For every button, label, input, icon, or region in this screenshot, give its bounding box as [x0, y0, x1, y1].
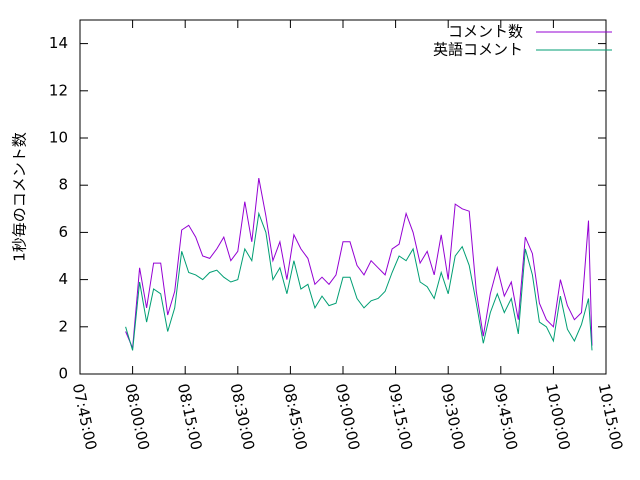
series-line — [125, 178, 593, 349]
legend-label: 英語コメント — [433, 41, 523, 59]
series-line — [125, 211, 593, 351]
legend-label: コメント数 — [448, 23, 523, 41]
y-tick-label: 4 — [58, 270, 68, 288]
y-tick-label: 12 — [49, 81, 68, 99]
y-tick-label: 10 — [49, 129, 68, 147]
y-axis-label: 1秒毎のコメント数 — [11, 132, 29, 262]
y-tick-label: 8 — [58, 176, 68, 194]
y-tick-label: 2 — [58, 317, 68, 335]
y-tick-label: 14 — [49, 34, 68, 52]
y-tick-label: 6 — [58, 223, 68, 241]
y-tick-label: 0 — [58, 365, 68, 383]
